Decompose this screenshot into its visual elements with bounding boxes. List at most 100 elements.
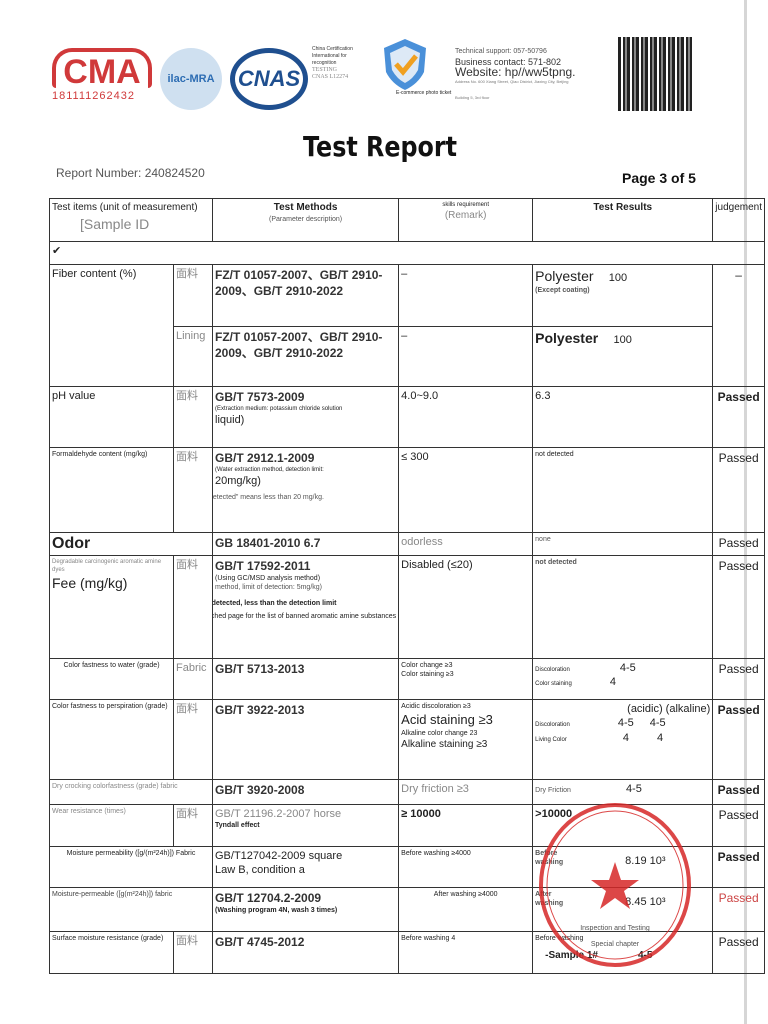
building: Building 5, 3rd floor (455, 95, 490, 100)
cma-logo: CMA 181111262432 (52, 48, 152, 104)
item-label: Odor (49, 532, 213, 556)
header-items: Test items (unit of measurement) (52, 202, 198, 213)
method: GB/T 21196.2-2007 horse (215, 807, 342, 820)
requirement: 4.0~9.0 (398, 386, 534, 448)
method: GB/T 3922-2013 (211, 698, 400, 780)
business-contact: Business contact: 571-802 (455, 57, 562, 67)
sub-label: 面料 (173, 698, 213, 780)
sub-label: Fabric (173, 657, 213, 700)
sub-label: 面料 (173, 554, 213, 659)
method-param: Tyndall effect (215, 822, 260, 830)
requirement: ≤ 300 (398, 447, 534, 533)
judgement: Passed (712, 657, 765, 700)
item-label: Moisture-permeable ([g(m²24h)]) fabric (49, 886, 213, 932)
result-value: 4-5 (649, 717, 666, 730)
requirement: – (398, 326, 534, 387)
qr-code[interactable] (618, 37, 692, 111)
result: Polyester (535, 330, 599, 346)
table-row: pH value 面料 GB/T 7573-2009 (Extraction me… (49, 386, 765, 448)
method: GB/T 7573-2009 (215, 390, 305, 404)
method: FZ/T 01057-2007、GB/T 2910-2009、GB/T 2910… (211, 264, 400, 327)
header-param: (Parameter description) (269, 215, 343, 223)
table-row: ✔ (49, 241, 765, 265)
item-label: Moisture permeability ([g/(m²24h)]) Fabr… (49, 845, 213, 888)
item-label-small: Degradable carcinogenic aromatic amine d… (52, 558, 162, 573)
table-row: Fiber content (%) 面料 FZ/T 01057-2007、GB/… (49, 264, 765, 387)
requirement: ≥ 10000 (398, 803, 534, 847)
method-param: method, limit of detection: 5mg/kg) (215, 584, 322, 592)
header-requirement: skills requirement (442, 202, 489, 208)
cma-number: 181111262432 (52, 90, 135, 102)
result-value: 8.19 10³ (625, 855, 666, 868)
note: Note: 1) Not detected, less than the det… (212, 599, 337, 607)
item-label: Wear resistance (times) (49, 803, 174, 847)
table-row: Formaldehyde content (mg/kg) 面料 GB/T 291… (49, 447, 765, 533)
requirement: odorless (398, 532, 534, 556)
judgement: Passed (712, 845, 765, 888)
result-label: Discoloration (535, 722, 570, 729)
sub-label: Lining (173, 326, 213, 387)
result-value: 4 (656, 732, 664, 745)
note: Note: "Not detected" means less than 20 … (212, 494, 324, 502)
item-label: Fee (mg/kg) (52, 574, 128, 591)
table-row: Color fastness to perspiration (grade) 面… (49, 698, 765, 780)
item-label: Surface moisture resistance (grade) (49, 930, 174, 974)
requirement: Color change ≥3 (401, 661, 453, 669)
requirement: – (398, 264, 534, 327)
table-row: Surface moisture resistance (grade) 面料 G… (49, 930, 765, 974)
requirement: Disabled (≤20) (398, 554, 534, 659)
star-icon (591, 862, 639, 909)
result-note: (Except coating) (535, 286, 590, 294)
result-value: 4-5 (625, 782, 642, 795)
table-row: Color fastness to water (grade) Fabric G… (49, 657, 765, 700)
requirement: Dry friction ≥3 (398, 778, 534, 805)
cert-line: International for (312, 53, 347, 59)
seal-sub1: Inspection and Testing (580, 925, 650, 932)
requirement: Acid staining ≥3 (401, 712, 493, 728)
judgement: Passed (712, 447, 765, 533)
header-results: Test Results (532, 198, 714, 242)
method-param: Law B, condition a (215, 864, 305, 877)
judgement: – (712, 264, 765, 387)
cert-line: TESTING (312, 67, 337, 73)
company-seal: Inspection and Testing Special chapter (539, 803, 691, 967)
requirement: Alkaline color change 23 (401, 729, 478, 737)
cnas-logo: CNAS (230, 48, 308, 110)
cert-text: China Certification International for re… (312, 46, 372, 81)
cert-line: China Certification (312, 46, 353, 52)
cert-line: recognition (312, 60, 337, 66)
sub-label: 面料 (173, 803, 213, 847)
result: Polyester (535, 268, 594, 284)
result-label: Dry Friction (535, 786, 571, 794)
result: 6.3 (532, 386, 714, 448)
result: none (532, 532, 714, 556)
method: GB/T 12704.2-2009 (215, 890, 322, 905)
address: Address No. 600 Xiang Street, Qiao Distr… (455, 79, 569, 84)
header-judgement: judgement (712, 198, 765, 242)
requirement: Acidic discoloration ≥3 (401, 702, 471, 710)
judgement: Passed (712, 803, 765, 847)
page-title: Test Report (302, 130, 458, 163)
judgement: Passed (712, 778, 765, 805)
page-number: Page 3 of 5 (622, 170, 696, 186)
ilac-logo: ilac-MRA (160, 48, 222, 110)
judgement: Passed (712, 886, 765, 932)
sub-label: 面料 (173, 447, 213, 533)
judgement: Passed (712, 386, 765, 448)
result-value: 4-5 (617, 717, 634, 730)
sub-label: 面料 (173, 264, 213, 327)
table-row: Dry crocking colorfastness (grade) fabri… (49, 778, 765, 805)
item-label: pH value (49, 386, 174, 448)
sub-label: 面料 (173, 386, 213, 448)
requirement: Color staining ≥3 (401, 671, 454, 679)
item-label: Dry crocking colorfastness (grade) fabri… (49, 778, 213, 805)
check-mark: ✔ (49, 241, 765, 265)
result-value: 4 (609, 676, 616, 689)
seal-sub2: Special chapter (591, 941, 640, 948)
requirement: Before washing ≥4000 (398, 845, 534, 888)
result-header: (acidic) (alkaline) (627, 702, 711, 715)
header-remark: (Remark) (444, 210, 487, 222)
item-label: Fiber content (%) (49, 264, 174, 387)
result-value: 100 (613, 334, 632, 346)
